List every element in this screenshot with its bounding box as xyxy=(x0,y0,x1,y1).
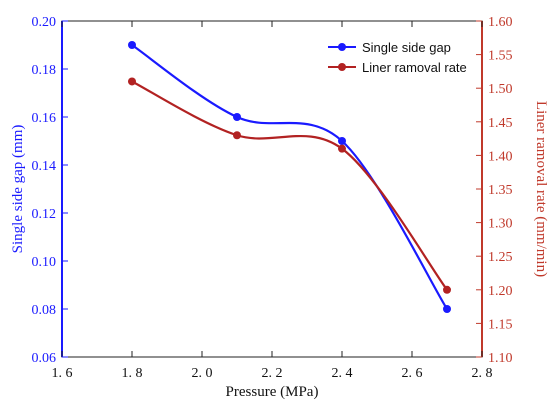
x-tick-label: 2. 2 xyxy=(262,366,283,381)
x-tick-label: 2. 4 xyxy=(332,366,353,381)
y-right-tick-label: 1.15 xyxy=(488,317,513,332)
series-line-liner-removal-rate xyxy=(131,80,448,291)
legend: Single side gap Liner ramoval rate xyxy=(328,40,467,75)
x-tick-label: 2. 6 xyxy=(402,366,423,381)
y-right-tick-label: 1.45 xyxy=(488,116,513,131)
y-left-tick-label: 0.18 xyxy=(32,63,57,78)
y-right-tick-label: 1.25 xyxy=(488,250,513,265)
y-right-tick-label: 1.10 xyxy=(488,351,513,366)
x-tick-label: 2. 8 xyxy=(472,366,493,381)
data-point-single-side-gap xyxy=(128,41,136,49)
data-point-liner-removal-rate xyxy=(443,285,451,294)
data-point-liner-removal-rate xyxy=(233,131,241,140)
y-left-tick-label: 0.20 xyxy=(32,15,57,30)
legend-label-liner-removal-rate: Liner ramoval rate xyxy=(362,60,467,75)
y-left-tick-label: 0.14 xyxy=(32,159,57,174)
x-axis-title: Pressure (MPa) xyxy=(226,384,319,400)
data-point-liner-removal-rate xyxy=(128,77,136,86)
y-left-tick-label: 0.16 xyxy=(32,111,57,126)
y-left-axis-title: Single side gap (mm) xyxy=(10,125,26,254)
y-right-tick-label: 1.30 xyxy=(488,217,513,232)
data-point-liner-removal-rate xyxy=(338,144,346,153)
series-line-single-side-gap xyxy=(131,44,448,310)
y-right-tick-label: 1.20 xyxy=(488,284,513,299)
y-right-axis-title: Liner ramoval rate (mm/min) xyxy=(533,101,549,277)
data-point-single-side-gap xyxy=(233,113,241,121)
y-left-tick-label: 0.12 xyxy=(32,207,57,222)
legend-marker-single-side-gap xyxy=(338,43,346,51)
y-left-tick-label: 0.08 xyxy=(32,303,57,318)
data-point-single-side-gap xyxy=(443,305,451,313)
data-point-single-side-gap xyxy=(338,137,346,145)
x-tick-label: 2. 0 xyxy=(192,366,213,381)
y-right-tick-label: 1.60 xyxy=(488,15,513,30)
y-right-tick-label: 1.35 xyxy=(488,183,513,198)
y-right-tick-label: 1.55 xyxy=(488,49,513,64)
legend-label-single-side-gap: Single side gap xyxy=(362,40,451,55)
x-tick-label: 1. 6 xyxy=(52,366,73,381)
y-right-tick-label: 1.40 xyxy=(488,149,513,164)
x-tick-label: 1. 8 xyxy=(122,366,143,381)
y-left-tick-label: 0.06 xyxy=(32,351,57,366)
y-right-tick-label: 1.50 xyxy=(488,82,513,97)
y-left-tick-label: 0.10 xyxy=(32,255,57,270)
legend-marker-liner-removal-rate xyxy=(338,63,346,71)
